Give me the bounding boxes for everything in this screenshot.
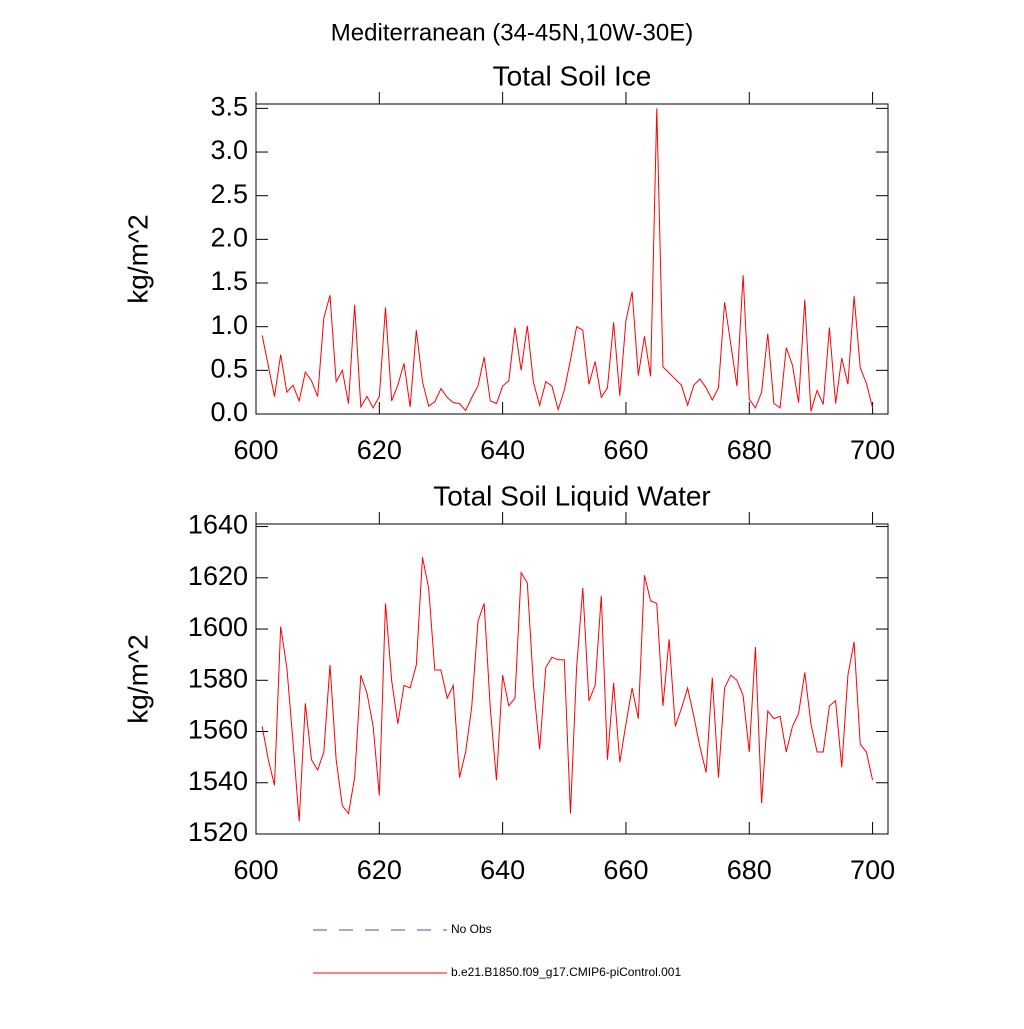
plot-frame (255, 103, 889, 415)
y-tick-label: 1560 (188, 715, 248, 745)
y-tick-label: 1600 (188, 612, 248, 642)
y-tick-label: 1580 (188, 663, 248, 693)
legend-label: b.e21.B1850.f09_g17.CMIP6-piControl.001 (451, 965, 681, 979)
x-tick-label: 600 (233, 435, 278, 465)
y-tick-label: 1620 (188, 561, 248, 591)
x-tick-label: 700 (850, 435, 895, 465)
y-axis-label: kg/m^2 (122, 214, 153, 303)
x-tick-label: 660 (603, 855, 648, 885)
y-tick-label: 1520 (188, 817, 248, 847)
panel-title: Total Soil Ice (493, 60, 652, 91)
y-tick-label: 1.0 (210, 310, 248, 340)
y-tick-label: 3.0 (210, 135, 248, 165)
x-tick-label: 600 (233, 855, 278, 885)
y-tick-label: 0.5 (210, 353, 248, 383)
x-tick-label: 640 (480, 435, 525, 465)
plot-frame (255, 523, 889, 835)
y-tick-label: 2.5 (210, 179, 248, 209)
data-line (261, 108, 874, 412)
y-tick-label: 0.0 (210, 397, 248, 427)
x-tick-label: 660 (603, 435, 648, 465)
x-tick-label: 680 (727, 855, 772, 885)
y-tick-label: 3.5 (210, 91, 248, 121)
panel-title: Total Soil Liquid Water (433, 480, 711, 511)
x-tick-label: 620 (357, 855, 402, 885)
y-tick-label: 1540 (188, 766, 248, 796)
x-tick-label: 700 (850, 855, 895, 885)
y-axis-label: kg/m^2 (122, 634, 153, 723)
legend-label: No Obs (451, 922, 492, 936)
x-tick-label: 620 (357, 435, 402, 465)
x-tick-label: 680 (727, 435, 772, 465)
figure-title: Mediterranean (34-45N,10W-30E) (331, 19, 693, 46)
y-tick-label: 1.5 (210, 266, 248, 296)
y-tick-label: 2.0 (210, 222, 248, 252)
y-tick-label: 1640 (188, 510, 248, 540)
x-tick-label: 640 (480, 855, 525, 885)
data-line (261, 557, 874, 822)
